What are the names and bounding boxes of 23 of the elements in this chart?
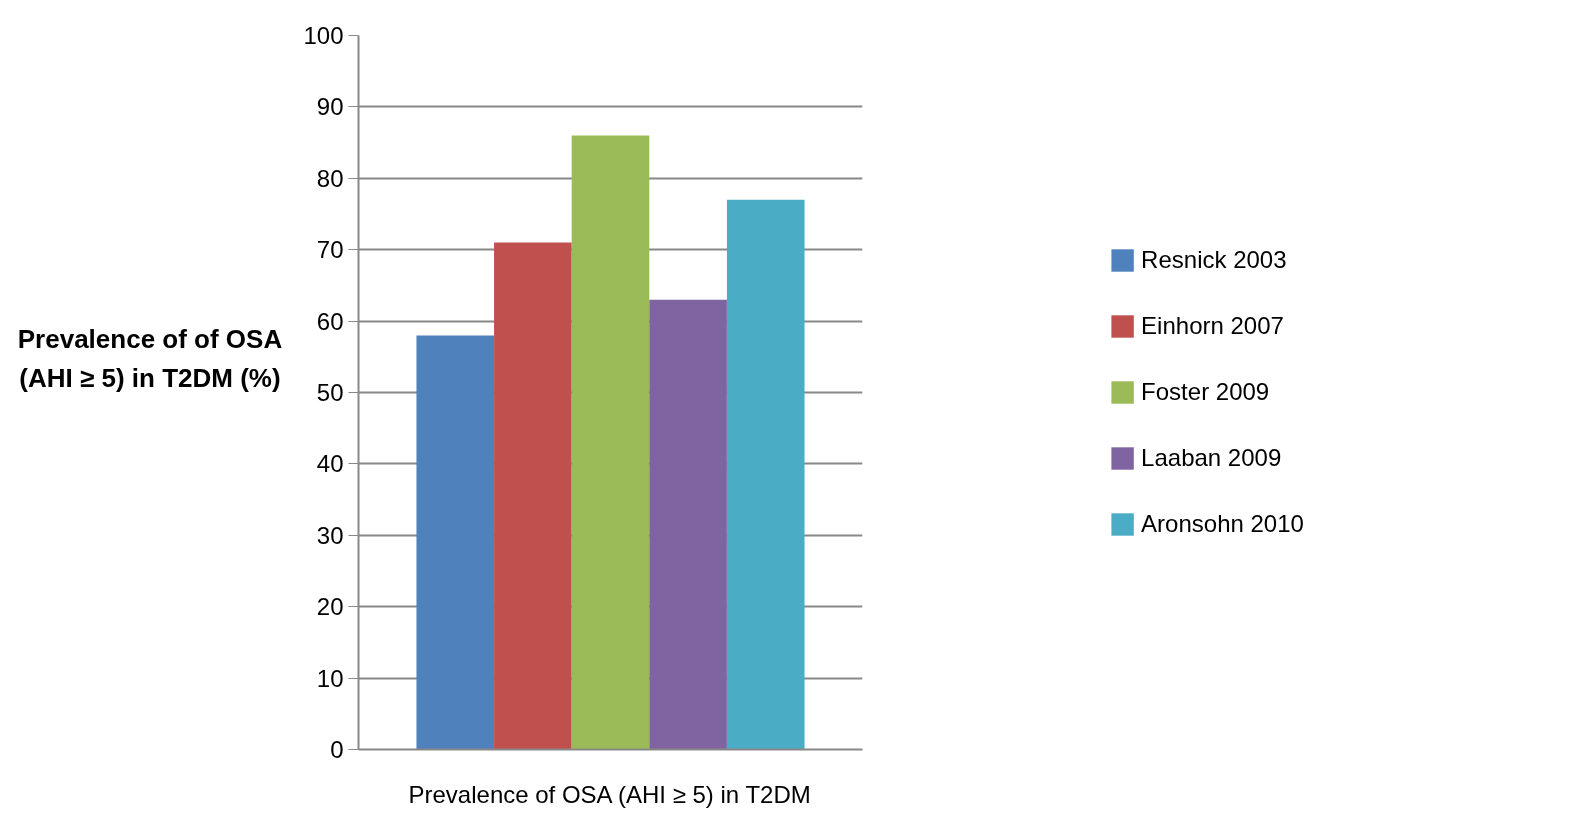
y-tick-label: 100: [303, 22, 344, 49]
y-tick-label: 50: [316, 379, 344, 406]
bar: [494, 242, 572, 750]
y-tick-label: 90: [316, 93, 344, 121]
legend-label: Aronsohn 2010: [1141, 510, 1304, 538]
bar: [649, 299, 727, 750]
y-tick-label: 40: [316, 450, 344, 478]
y-tick-label: 70: [316, 236, 344, 264]
y-tick-label: 20: [316, 593, 344, 621]
y-tick-label: 60: [316, 307, 344, 335]
y-tick-label: 0: [330, 736, 344, 763]
y-axis-title: Prevalence of of OSA (AHI ≥ 5) in T2DM (%): [16, 323, 284, 395]
bar: [416, 335, 495, 750]
legend-label: Laaban 2009: [1141, 444, 1282, 472]
y-tick-label: 80: [316, 164, 344, 192]
legend-label: Foster 2009: [1141, 378, 1270, 406]
y-tick-label: 10: [316, 664, 344, 692]
legend-label: Resnick 2003: [1141, 246, 1287, 274]
y-tick-label: 30: [316, 521, 344, 549]
bar: [571, 135, 650, 750]
x-tick-label: Prevalence of OSA (AHI ≥ 5) in T2DM: [408, 780, 811, 808]
legend-label: Einhorn 2007: [1141, 312, 1284, 340]
bar: [726, 199, 805, 750]
